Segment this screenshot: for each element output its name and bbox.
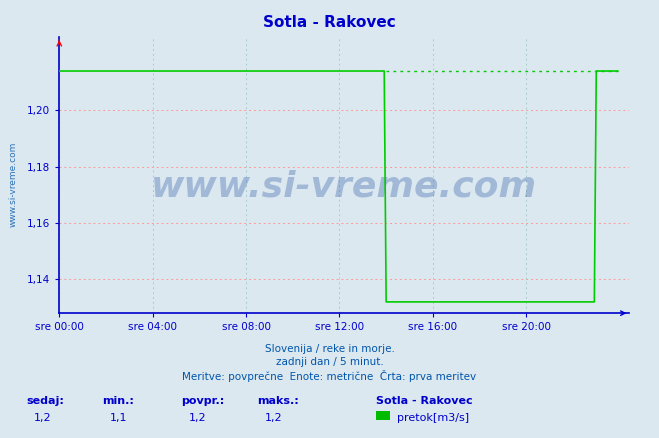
Text: 1,2: 1,2	[265, 413, 283, 423]
Text: 1,2: 1,2	[34, 413, 52, 423]
Text: maks.:: maks.:	[257, 396, 299, 406]
Text: Sotla - Rakovec: Sotla - Rakovec	[263, 15, 396, 30]
Text: 1,1: 1,1	[110, 413, 128, 423]
Text: zadnji dan / 5 minut.: zadnji dan / 5 minut.	[275, 357, 384, 367]
Text: Meritve: povprečne  Enote: metrične  Črta: prva meritev: Meritve: povprečne Enote: metrične Črta:…	[183, 370, 476, 382]
Text: 1,2: 1,2	[189, 413, 207, 423]
Text: Slovenija / reke in morje.: Slovenija / reke in morje.	[264, 344, 395, 354]
Text: www.si-vreme.com: www.si-vreme.com	[152, 169, 537, 203]
Text: www.si-vreme.com: www.si-vreme.com	[9, 141, 18, 226]
Text: pretok[m3/s]: pretok[m3/s]	[397, 413, 469, 423]
Text: sedaj:: sedaj:	[26, 396, 64, 406]
Text: Sotla - Rakovec: Sotla - Rakovec	[376, 396, 473, 406]
Text: min.:: min.:	[102, 396, 134, 406]
Text: povpr.:: povpr.:	[181, 396, 225, 406]
